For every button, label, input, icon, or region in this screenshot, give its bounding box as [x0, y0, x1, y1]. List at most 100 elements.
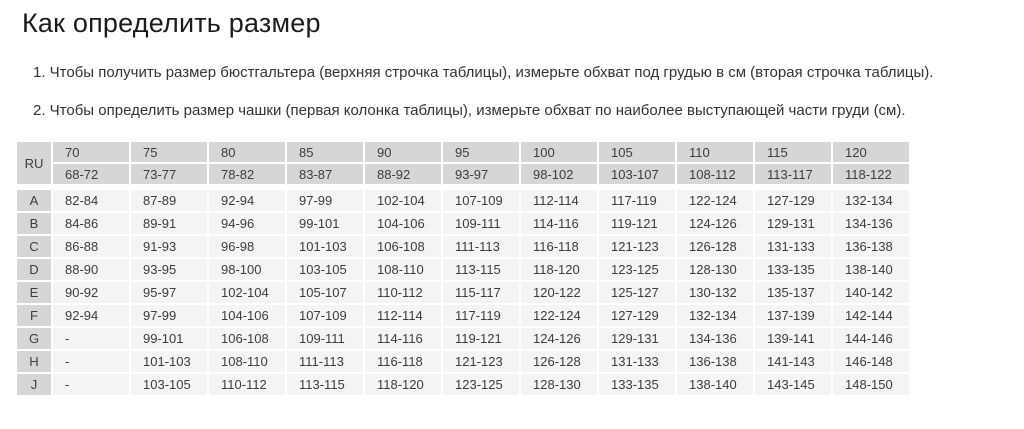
size-range-cell: 91-93: [131, 236, 207, 257]
size-range-cell: 97-99: [287, 190, 363, 211]
cup-row-label: B: [17, 213, 51, 234]
size-range-cell: 94-96: [209, 213, 285, 234]
band-size-cell: 120: [833, 142, 909, 162]
band-size-cell: 90: [365, 142, 441, 162]
size-range-cell: 146-148: [833, 351, 909, 372]
size-range-cell: 87-89: [131, 190, 207, 211]
cup-row-label: F: [17, 305, 51, 326]
underbust-range-cell: 118-122: [833, 164, 909, 184]
size-range-cell: 109-111: [287, 328, 363, 349]
size-range-cell: 97-99: [131, 305, 207, 326]
size-range-cell: 148-150: [833, 374, 909, 395]
size-range-cell: -: [53, 328, 129, 349]
size-range-cell: 102-104: [365, 190, 441, 211]
underbust-range-row: 68-72 73-77 78-82 83-87 88-92 93-97 98-102 103-…: [17, 164, 909, 184]
size-range-cell: 96-98: [209, 236, 285, 257]
size-range-cell: 129-131: [599, 328, 675, 349]
cup-row-label: A: [17, 190, 51, 211]
size-range-cell: 116-118: [521, 236, 597, 257]
size-range-cell: 111-113: [443, 236, 519, 257]
cup-size-row: A 82-84 87-89 92-94 97-99 102-104 107-109 112-1…: [17, 190, 909, 211]
size-range-cell: 141-143: [755, 351, 831, 372]
size-range-cell: 139-141: [755, 328, 831, 349]
size-range-cell: 116-118: [365, 351, 441, 372]
size-range-cell: 129-131: [755, 213, 831, 234]
size-range-cell: 128-130: [677, 259, 753, 280]
size-range-cell: 126-128: [677, 236, 753, 257]
size-range-cell: 107-109: [443, 190, 519, 211]
cup-row-label: G: [17, 328, 51, 349]
underbust-range-cell: 88-92: [365, 164, 441, 184]
size-range-cell: 125-127: [599, 282, 675, 303]
cup-size-row: D 88-90 93-95 98-100 103-105 108-110 113-115 11…: [17, 259, 909, 280]
band-size-cell: 70: [53, 142, 129, 162]
size-range-cell: 126-128: [521, 351, 597, 372]
underbust-range-cell: 68-72: [53, 164, 129, 184]
corner-label-ru: RU: [17, 142, 51, 184]
underbust-range-cell: 103-107: [599, 164, 675, 184]
size-range-cell: 142-144: [833, 305, 909, 326]
size-range-cell: 144-146: [833, 328, 909, 349]
size-range-cell: 128-130: [521, 374, 597, 395]
size-range-cell: 103-105: [287, 259, 363, 280]
size-range-cell: 110-112: [365, 282, 441, 303]
cup-row-label: E: [17, 282, 51, 303]
cup-size-row: B 84-86 89-91 94-96 99-101 104-106 109-111 114-…: [17, 213, 909, 234]
cup-size-row: C 86-88 91-93 96-98 101-103 106-108 111-113 116…: [17, 236, 909, 257]
size-range-cell: 114-116: [521, 213, 597, 234]
size-chart-table: RU 70 75 80 85 90 95 100 105 110 115 120 68-72 73-77 7…: [15, 140, 911, 397]
size-range-cell: 108-110: [365, 259, 441, 280]
size-range-cell: 104-106: [209, 305, 285, 326]
size-range-cell: 104-106: [365, 213, 441, 234]
size-range-cell: 111-113: [287, 351, 363, 372]
size-range-cell: 99-101: [287, 213, 363, 234]
size-range-cell: 121-123: [599, 236, 675, 257]
size-range-cell: 123-125: [599, 259, 675, 280]
size-range-cell: 90-92: [53, 282, 129, 303]
instruction-step-1: 1. Чтобы получить размер бюстгальтера (в…: [33, 64, 934, 81]
size-range-cell: 132-134: [833, 190, 909, 211]
size-range-cell: 138-140: [677, 374, 753, 395]
size-range-cell: 122-124: [521, 305, 597, 326]
underbust-range-cell: 83-87: [287, 164, 363, 184]
size-range-cell: 122-124: [677, 190, 753, 211]
size-range-cell: 136-138: [833, 236, 909, 257]
size-range-cell: 114-116: [365, 328, 441, 349]
instructions: 1. Чтобы получить размер бюстгальтера (в…: [33, 64, 1024, 120]
band-size-cell: 115: [755, 142, 831, 162]
size-range-cell: 89-91: [131, 213, 207, 234]
band-size-cell: 80: [209, 142, 285, 162]
page-title: Как определить размер: [22, 8, 321, 38]
size-range-cell: 131-133: [599, 351, 675, 372]
size-range-cell: 131-133: [755, 236, 831, 257]
size-chart-body: A 82-84 87-89 92-94 97-99 102-104 107-109 112-1…: [17, 186, 909, 395]
size-range-cell: 101-103: [131, 351, 207, 372]
cup-size-row: H -101-103 108-110 111-113 116-118 121-123 126…: [17, 351, 909, 372]
size-range-cell: 119-121: [599, 213, 675, 234]
size-range-cell: 127-129: [599, 305, 675, 326]
size-range-cell: 101-103: [287, 236, 363, 257]
size-range-cell: 88-90: [53, 259, 129, 280]
size-range-cell: 92-94: [53, 305, 129, 326]
band-size-cell: 85: [287, 142, 363, 162]
size-range-cell: 130-132: [677, 282, 753, 303]
underbust-range-cell: 73-77: [131, 164, 207, 184]
size-range-cell: 118-120: [365, 374, 441, 395]
size-range-cell: -: [53, 351, 129, 372]
size-range-cell: 123-125: [443, 374, 519, 395]
size-range-cell: 124-126: [521, 328, 597, 349]
size-range-cell: 102-104: [209, 282, 285, 303]
size-range-cell: 120-122: [521, 282, 597, 303]
size-range-cell: 98-100: [209, 259, 285, 280]
size-range-cell: 92-94: [209, 190, 285, 211]
size-range-cell: 117-119: [443, 305, 519, 326]
size-range-cell: 108-110: [209, 351, 285, 372]
size-chart-head: RU 70 75 80 85 90 95 100 105 110 115 120 68-72 73-77 7…: [17, 142, 909, 184]
cup-size-row: F 92-94 97-99 104-106 107-109 112-114 117-119 1…: [17, 305, 909, 326]
size-range-cell: 107-109: [287, 305, 363, 326]
size-range-cell: 82-84: [53, 190, 129, 211]
size-guide-section: Как определить размер 1. Чтобы получить …: [15, 8, 1024, 397]
instruction-step-2: 2. Чтобы определить размер чашки (первая…: [33, 102, 906, 119]
cup-size-row: E 90-92 95-97 102-104 105-107 110-112 115-117 1…: [17, 282, 909, 303]
size-range-cell: -: [53, 374, 129, 395]
